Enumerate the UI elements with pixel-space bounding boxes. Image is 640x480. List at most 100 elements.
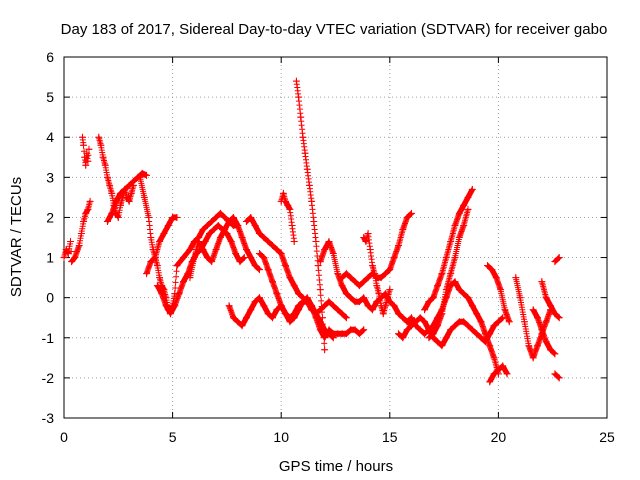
data-point: [84, 157, 92, 165]
data-point: [310, 217, 318, 225]
data-point: [78, 133, 86, 141]
data-point: [379, 310, 387, 318]
data-point: [551, 370, 559, 378]
data-point: [364, 229, 372, 237]
data-point: [103, 173, 111, 181]
x-tick-label: 10: [273, 429, 289, 445]
data-point: [481, 330, 489, 338]
data-point: [108, 209, 116, 217]
data-point: [164, 221, 172, 229]
data-point: [264, 310, 272, 318]
data-point: [147, 258, 155, 266]
data-point: [145, 213, 153, 221]
data-point: [210, 225, 218, 233]
data-point: [342, 290, 350, 298]
data-point: [438, 342, 446, 350]
data-point: [547, 346, 555, 354]
data-point: [542, 294, 550, 302]
data-point: [351, 326, 359, 334]
data-point: [525, 342, 533, 350]
y-tick-label: -2: [42, 370, 55, 386]
data-point: [460, 201, 468, 209]
data-point: [199, 225, 207, 233]
data-point: [421, 318, 429, 326]
data-point: [429, 294, 437, 302]
data-point: [225, 217, 233, 225]
data-point: [84, 205, 92, 213]
data-point: [351, 278, 359, 286]
data-point: [438, 270, 446, 278]
data-point: [269, 242, 277, 250]
data-point: [247, 306, 255, 314]
y-tick-label: 0: [46, 290, 54, 306]
data-point: [284, 201, 292, 209]
data-point: [156, 238, 164, 246]
data-markers: [60, 77, 563, 386]
data-point: [355, 282, 363, 290]
x-tick-label: 15: [382, 429, 398, 445]
data-point: [473, 330, 481, 338]
y-tick-label: -3: [42, 410, 55, 426]
data-point: [221, 225, 229, 233]
data-point: [143, 171, 151, 179]
data-point: [62, 246, 70, 254]
data-point: [486, 342, 494, 350]
data-point: [390, 254, 398, 262]
data-point: [342, 330, 350, 338]
data-point: [238, 234, 246, 241]
series-t28: [551, 370, 563, 382]
data-point: [103, 217, 111, 225]
data-point: [455, 209, 463, 217]
data-point: [464, 322, 472, 330]
data-point: [377, 274, 385, 282]
series-t7: [153, 221, 248, 318]
data-point: [171, 302, 179, 310]
data-point: [468, 185, 476, 193]
data-point: [273, 306, 281, 314]
data-point: [321, 302, 329, 310]
data-point: [455, 234, 463, 241]
data-point: [321, 246, 329, 254]
data-point: [355, 298, 363, 306]
data-point: [494, 318, 502, 326]
series-t14: [292, 77, 329, 354]
data-point: [347, 294, 355, 302]
data-point: [464, 294, 472, 302]
data-point: [190, 254, 198, 262]
data-point: [501, 306, 509, 314]
data-point: [288, 221, 296, 229]
data-point: [203, 221, 211, 229]
data-point: [277, 302, 285, 310]
data-point: [95, 133, 103, 141]
data-point: [451, 221, 459, 229]
series-t25: [529, 306, 559, 358]
data-point: [403, 213, 411, 221]
x-tick-label: 5: [169, 429, 177, 445]
data-point: [538, 326, 546, 334]
data-point: [451, 278, 459, 286]
data-point: [503, 370, 511, 378]
data-point: [434, 338, 442, 346]
data-point: [490, 370, 498, 378]
data-point: [421, 330, 429, 338]
series-t16: [338, 209, 416, 290]
data-point: [364, 274, 372, 282]
marker-path: [187, 214, 263, 281]
data-point: [290, 238, 298, 246]
data-point: [64, 250, 72, 258]
data-point: [394, 310, 402, 318]
data-point: [368, 262, 376, 270]
data-point: [282, 197, 290, 205]
data-point: [447, 326, 455, 334]
data-point: [201, 238, 209, 246]
data-point: [277, 250, 285, 258]
data-point: [158, 290, 166, 298]
data-point: [82, 209, 90, 217]
series-t21: [425, 205, 472, 342]
data-point: [260, 234, 268, 241]
data-point: [229, 314, 237, 322]
data-point: [329, 302, 337, 310]
data-point: [99, 153, 107, 161]
data-point: [442, 254, 450, 262]
data-point: [71, 254, 79, 262]
